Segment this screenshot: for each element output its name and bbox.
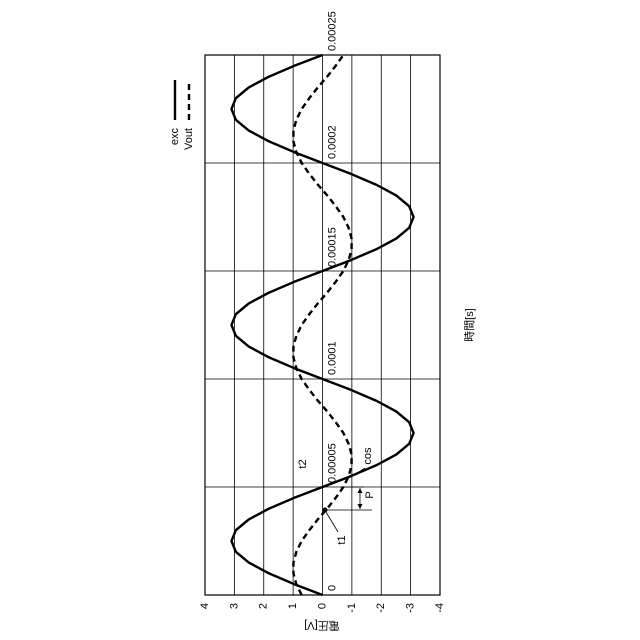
y-tick-label: -1 [346, 603, 358, 613]
rotated-chart: 0 0.00005 0.0001 0.00015 0.0002 0.00025 -4 -3 -2… [169, 11, 476, 632]
y-tick-label: 4 [199, 603, 211, 609]
annotation: t1 [336, 535, 348, 544]
y-tick-label: 0 [316, 603, 328, 609]
y-tick-label: 3 [228, 603, 240, 609]
chart: 0 0.00005 0.0001 0.00015 0.0002 0.00025 -4 -3 -2… [0, 0, 640, 640]
y-tick-label: 2 [258, 603, 270, 609]
annotation: P [364, 491, 376, 498]
y-tick-label: -4 [434, 603, 446, 613]
annotation: cos [362, 447, 374, 465]
x-tick-label: 0.00015 [326, 227, 338, 267]
y-axis-label: 電圧[V] [304, 619, 339, 632]
x-tick-label: 0 [326, 585, 338, 591]
leader [326, 512, 338, 532]
annotation: t2 [297, 459, 309, 468]
y-tick-label: -3 [405, 603, 417, 613]
legend-label: exc [169, 128, 181, 146]
x-tick-label: 0.00005 [326, 443, 338, 483]
x-tick-label: 0.00025 [326, 11, 338, 51]
x-tick-label: 0.0002 [326, 125, 338, 159]
x-tick-label: 0.0001 [326, 341, 338, 375]
y-tick-label: -2 [375, 603, 387, 613]
legend-label: Vout [183, 128, 195, 150]
y-tick-label: 1 [287, 603, 299, 609]
x-axis-label: 時間[s] [463, 308, 476, 342]
